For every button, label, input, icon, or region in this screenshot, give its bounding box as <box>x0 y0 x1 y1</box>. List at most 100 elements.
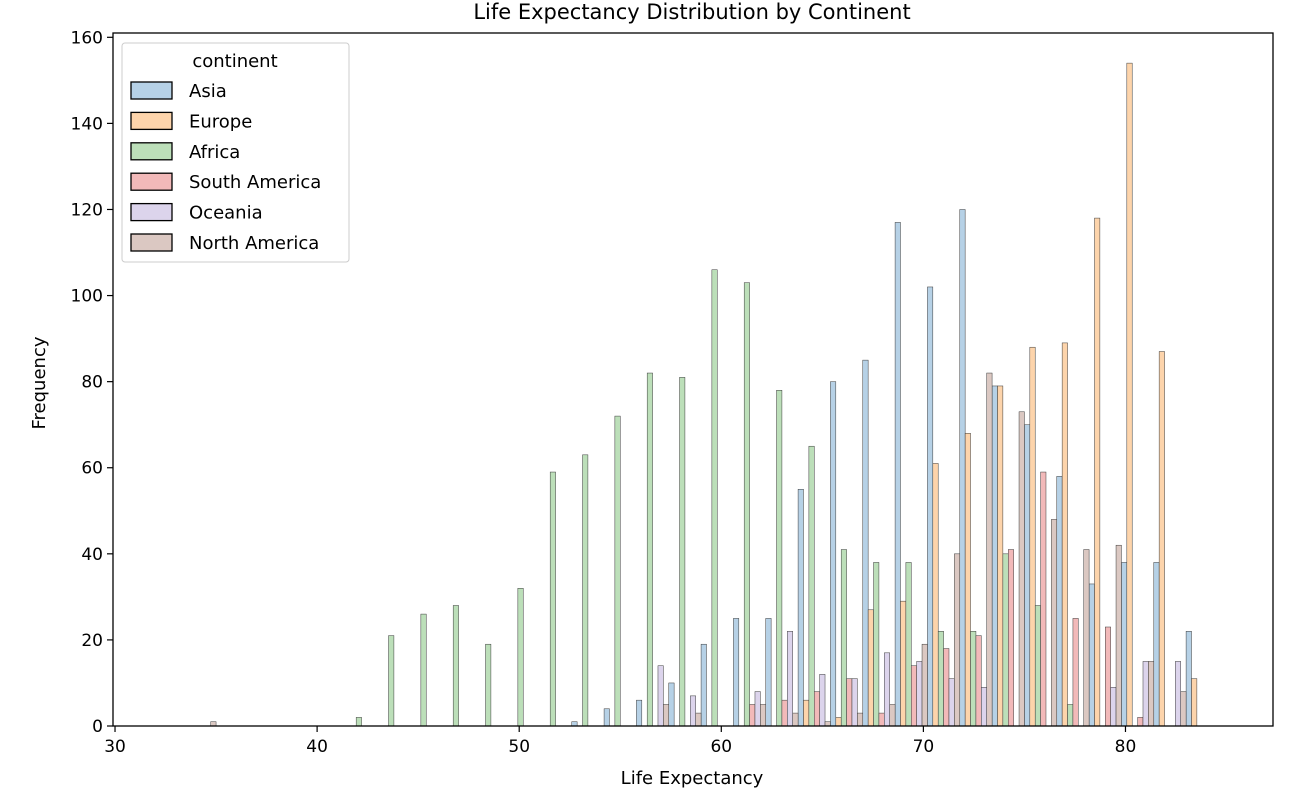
bar-africa-17 <box>743 282 750 727</box>
y-tick-label: 60 <box>81 459 103 479</box>
plot-frame <box>112 32 1274 727</box>
legend-swatch-europe <box>130 111 173 131</box>
bar-asia-24 <box>959 209 966 727</box>
bar-south-america-17 <box>749 704 756 727</box>
bar-asia-21 <box>862 359 869 727</box>
legend-swatch-north-america <box>130 233 173 252</box>
bar-asia-14 <box>636 699 643 727</box>
bar-africa-27 <box>1067 704 1074 727</box>
bar-north-america-28 <box>1115 544 1122 727</box>
bar-europe-28 <box>1094 217 1101 727</box>
y-tick-label: 80 <box>81 373 103 393</box>
bar-oceania-19 <box>819 674 826 727</box>
bar-oceania-18 <box>787 631 793 727</box>
bar-europe-19 <box>803 699 810 727</box>
bar-asia-20 <box>830 381 837 727</box>
bar-africa-22 <box>905 562 912 727</box>
bar-oceania-20 <box>851 678 858 727</box>
bar-asia-27 <box>1056 476 1063 727</box>
y-tick-label: 20 <box>81 631 103 651</box>
x-axis-title: Life Expectancy <box>621 768 764 789</box>
bar-north-america-27 <box>1083 549 1090 727</box>
bar-asia-23 <box>927 286 934 727</box>
legend-label-europe: Europe <box>189 111 252 132</box>
bar-north-america-29 <box>1148 661 1155 727</box>
series-europe <box>803 62 1198 727</box>
bar-africa-19 <box>808 445 815 727</box>
bar-oceania-22 <box>916 661 923 727</box>
bar-africa-16 <box>711 269 718 727</box>
bar-africa-21 <box>873 562 880 727</box>
bar-oceania-14 <box>657 665 664 727</box>
x-tick-label: 80 <box>1115 737 1137 757</box>
legend-swatch-south-america <box>130 172 173 191</box>
y-tick-label: 140 <box>71 114 103 134</box>
legend-swatch-asia <box>130 81 173 100</box>
bar-oceania-28 <box>1110 687 1117 727</box>
x-tick-label: 50 <box>508 737 530 757</box>
series-north-america <box>210 372 1187 727</box>
bar-north-america-30 <box>1180 691 1187 727</box>
bar-africa-5 <box>355 717 362 727</box>
bar-africa-6 <box>388 635 395 727</box>
legend-label-oceania: Oceania <box>189 203 263 224</box>
bar-asia-25 <box>991 385 998 727</box>
bar-south-america-26 <box>1040 471 1047 727</box>
bar-south-america-25 <box>1008 549 1014 727</box>
bar-south-america-19 <box>814 691 820 727</box>
bar-oceania-23 <box>948 678 955 727</box>
bar-europe-22 <box>900 600 907 727</box>
bar-south-america-21 <box>878 712 885 727</box>
bar-asia-17 <box>733 618 740 727</box>
y-tick-label: 160 <box>71 28 103 48</box>
bar-africa-26 <box>1034 605 1041 727</box>
bar-oceania-24 <box>981 687 987 727</box>
bar-africa-14 <box>646 372 653 727</box>
bar-north-america-21 <box>889 704 896 727</box>
legend-label-asia: Asia <box>189 81 227 102</box>
legend-label-south-america: South America <box>189 172 321 193</box>
bar-africa-23 <box>937 631 944 727</box>
y-axis-title: Frequency <box>29 336 50 429</box>
legend-items: Asia Europe Africa South America Oceania Nort… <box>130 81 321 254</box>
legend-swatch-africa <box>130 142 173 161</box>
y-tick-label: 120 <box>71 200 103 220</box>
bar-africa-24 <box>970 631 977 727</box>
bar-africa-11 <box>549 471 556 727</box>
legend-label-africa: Africa <box>189 142 240 163</box>
bar-europe-26 <box>1029 346 1036 727</box>
bar-south-america-22 <box>911 665 917 727</box>
bar-asia-15 <box>668 682 675 727</box>
bar-europe-25 <box>997 385 1004 727</box>
bar-europe-23 <box>932 463 939 727</box>
bar-africa-7 <box>420 613 427 727</box>
x-tick-label: 30 <box>104 737 126 757</box>
legend-label-north-america: North America <box>189 233 319 254</box>
bar-north-america-15 <box>695 712 702 727</box>
bar-north-america-20 <box>857 712 864 727</box>
bar-oceania-15 <box>690 695 696 727</box>
bar-europe-27 <box>1061 342 1068 727</box>
bar-africa-18 <box>776 390 783 727</box>
bar-asia-22 <box>894 222 901 727</box>
bar-africa-12 <box>582 454 589 727</box>
x-tick-label: 40 <box>306 737 328 757</box>
legend-title: continent <box>192 51 277 72</box>
bar-south-america-24 <box>975 635 982 727</box>
bar-asia-26 <box>1024 424 1031 727</box>
bar-south-america-29 <box>1137 717 1144 727</box>
bar-north-america-25 <box>1018 411 1025 727</box>
bar-oceania-30 <box>1175 661 1181 727</box>
bar-africa-13 <box>614 415 621 727</box>
bar-europe-24 <box>964 433 971 727</box>
bar-south-america-20 <box>846 678 853 727</box>
y-tick-label: 40 <box>81 545 103 565</box>
bar-north-america-23 <box>954 553 961 727</box>
legend-box <box>121 42 350 263</box>
bar-north-america-14 <box>663 704 669 727</box>
bar-oceania-17 <box>754 691 761 727</box>
bar-asia-28 <box>1088 583 1095 727</box>
bar-europe-31 <box>1191 678 1198 727</box>
